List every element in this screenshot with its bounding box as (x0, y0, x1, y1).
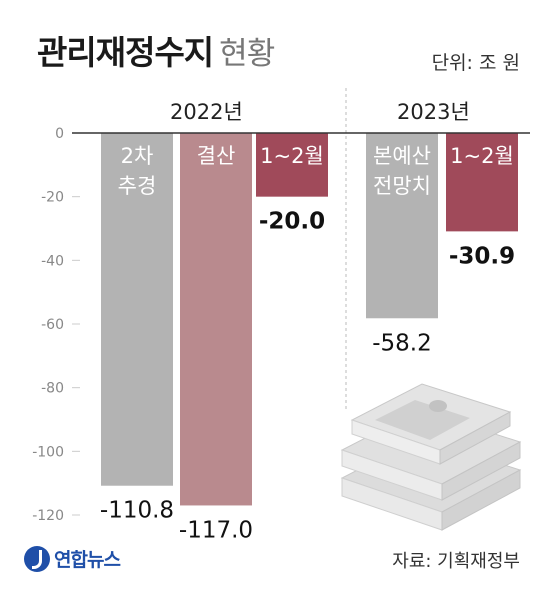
title-subtitle: 현황 (219, 36, 275, 72)
logo-mark-icon (24, 545, 50, 572)
logo-text: 연합뉴스 (54, 549, 121, 571)
unit-label: 단위: 조 원 (431, 52, 520, 74)
group-label-2022: 2022년 (170, 100, 243, 124)
page-title: 관리재정수지 현황 (37, 26, 275, 74)
y-tick-label: -60 (41, 317, 64, 333)
money-stack-icon (340, 383, 522, 531)
y-tick-label: 0 (55, 126, 64, 142)
bar (366, 133, 438, 319)
bar (180, 133, 252, 506)
logo: 연합뉴스 (24, 545, 121, 572)
bar-value-label: -117.0 (179, 517, 253, 543)
bar-value-label: -30.9 (449, 243, 515, 269)
bar-category-label: 1~2월 (260, 144, 324, 168)
bar-category-label: 2차 (121, 144, 154, 168)
bar-category-label: 본예산 (373, 144, 431, 168)
bar-value-label: -20.0 (259, 209, 325, 235)
group-label-2023: 2023년 (397, 100, 470, 124)
bar-category-label: 추경 (118, 174, 157, 198)
bar (256, 133, 328, 197)
bar-category-label: 결산 (197, 144, 236, 168)
source-label: 자료: 기획재정부 (392, 551, 520, 572)
bar-category-label: 전망치 (373, 174, 431, 198)
bar (101, 133, 173, 486)
title-main: 관리재정수지 (37, 33, 214, 72)
bar-category-label: 1~2월 (450, 144, 514, 168)
y-tick-label: -80 (41, 381, 64, 397)
bar-value-label: -58.2 (372, 330, 432, 356)
y-tick-label: -20 (41, 190, 64, 206)
y-tick-label: -120 (32, 508, 64, 524)
y-tick-label: -100 (32, 444, 64, 460)
y-tick-label: -40 (41, 253, 64, 269)
bar-value-label: -110.8 (100, 498, 174, 524)
bar (446, 133, 518, 232)
